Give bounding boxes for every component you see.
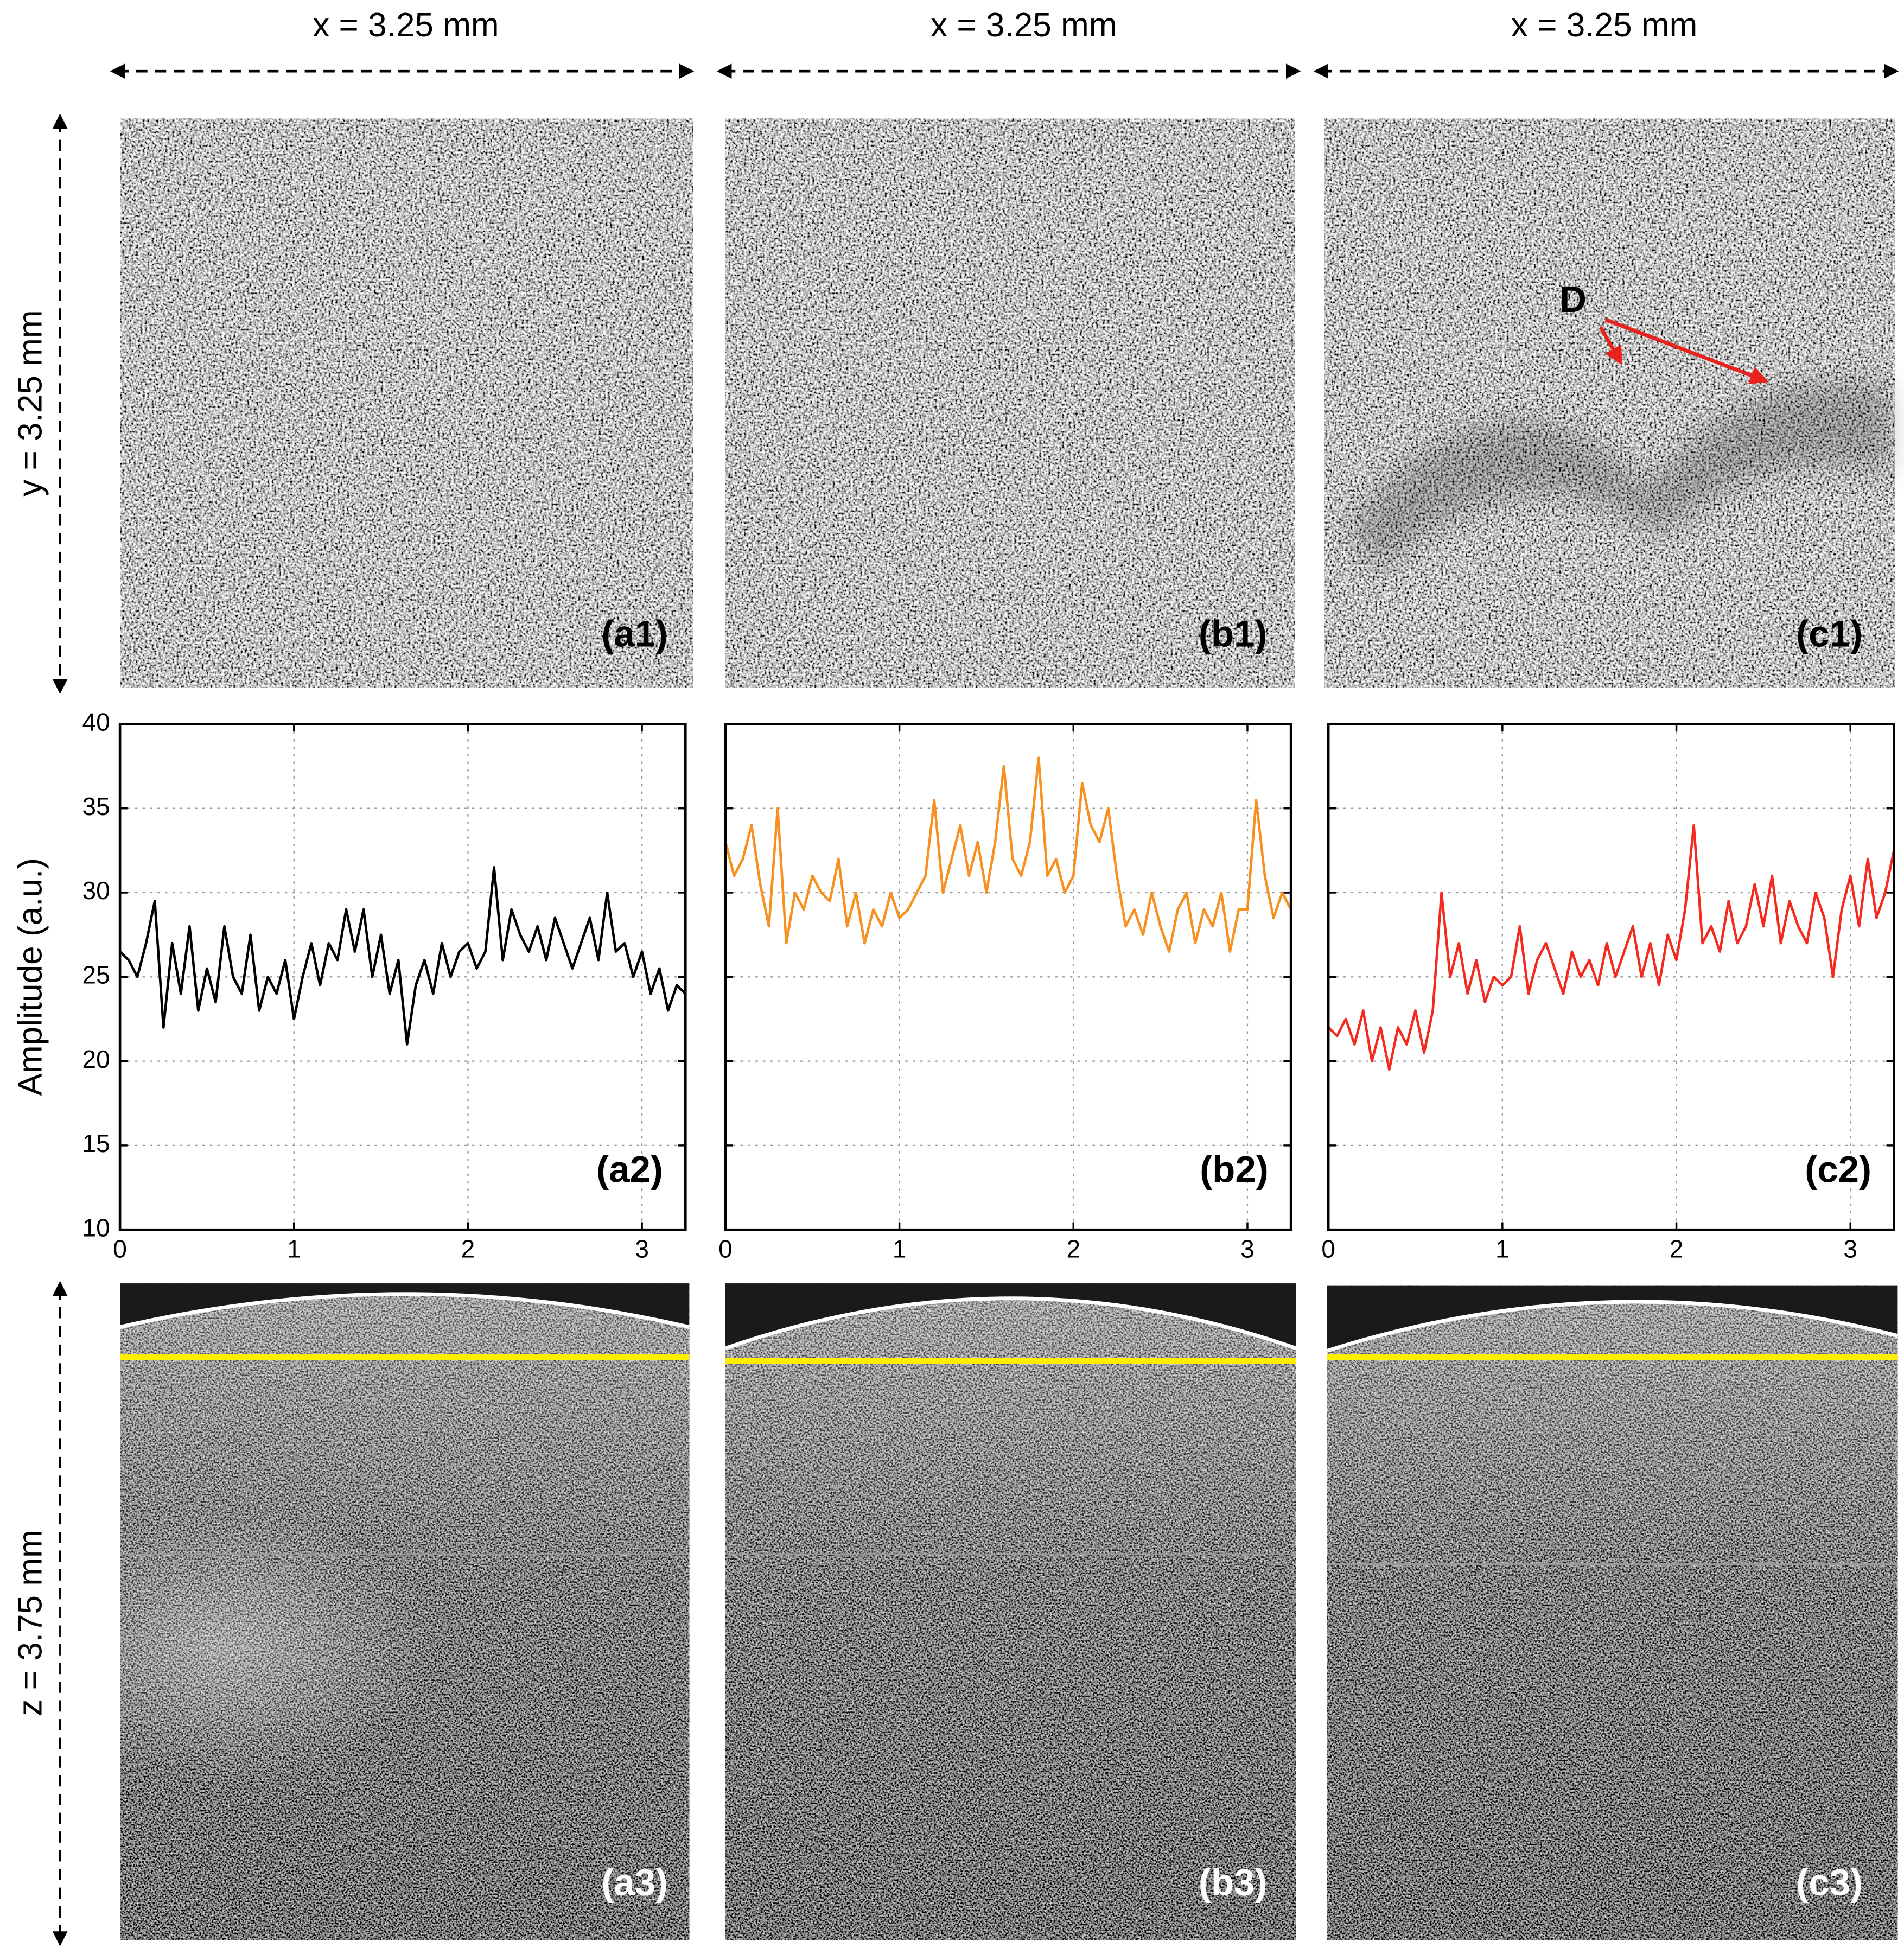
y-tick-label: 25	[82, 960, 110, 989]
column-label: x = 3.25 mm	[313, 7, 499, 44]
air-region	[120, 1283, 690, 1327]
marker-arrow	[1599, 326, 1622, 366]
panel-label: (a1)	[601, 613, 668, 655]
x-tick-label: 2	[1066, 1234, 1080, 1263]
x-tick-label: 1	[287, 1234, 301, 1263]
marker-arrow	[1604, 317, 1769, 384]
surface-line	[119, 1292, 690, 1329]
x-tick-label: 2	[1670, 1234, 1684, 1263]
x-tick-label: 0	[718, 1234, 733, 1263]
x-tick-label: 1	[893, 1234, 907, 1263]
x-tick-label: 3	[1843, 1234, 1857, 1263]
b-scan	[724, 1283, 1297, 1940]
line-chart: 0 1 2 3 (c2)	[1321, 723, 1895, 1263]
data-line	[724, 756, 1292, 953]
plot-frame	[118, 723, 687, 1231]
x-tick-label: 1	[1495, 1234, 1510, 1263]
b-scan-images	[12, 1283, 1899, 1940]
panel-label: (a3)	[601, 1861, 668, 1903]
y-axis-label: Amplitude (a.u.)	[11, 858, 49, 1096]
plot-frame	[724, 723, 1292, 1231]
panel-label: (c1)	[1796, 613, 1863, 655]
row-label: y = 3.25 mm	[11, 310, 49, 496]
surface-line	[1326, 1300, 1899, 1353]
bright-region	[12, 1510, 437, 1786]
x-tick-label: 3	[635, 1234, 649, 1263]
b-scan	[12, 1283, 690, 1940]
b-scan	[1326, 1285, 1899, 1940]
tissue-glow	[1327, 1285, 1898, 1940]
surface-line	[724, 1296, 1297, 1351]
air-region	[1327, 1285, 1898, 1351]
y-tick-label: 30	[82, 876, 110, 905]
column-label: x = 3.25 mm	[931, 7, 1117, 44]
line-chart: 0 1 2 3 (b2)	[718, 723, 1292, 1263]
x-tick-label: 0	[113, 1234, 127, 1263]
tissue-glow	[725, 1283, 1296, 1940]
panel-label: (b3)	[1199, 1861, 1268, 1903]
air-region	[725, 1283, 1296, 1348]
panel-label: (b1)	[1199, 613, 1268, 655]
y-tick-label: 20	[82, 1045, 110, 1073]
x-tick-label: 3	[1240, 1234, 1255, 1263]
plot-frame	[1327, 723, 1895, 1231]
x-tick-label: 2	[461, 1234, 475, 1263]
dark-band	[1348, 380, 1892, 575]
panel-label: (a2)	[596, 1149, 663, 1191]
line-chart: 10 15 20 25 30 35 40 0 1 2 3 (a2) Amplitude (a.u.)	[11, 708, 687, 1263]
marker-label: D	[1559, 278, 1587, 320]
y-tick-label: 40	[82, 708, 110, 736]
data-line	[1327, 824, 1895, 1071]
y-tick-label: 15	[82, 1129, 110, 1157]
panel-label: (c3)	[1796, 1861, 1863, 1903]
y-tick-label: 10	[82, 1213, 110, 1242]
x-tick-label: 0	[1321, 1234, 1335, 1263]
en-face-images: D	[120, 118, 1895, 688]
panel-label: (c2)	[1805, 1149, 1871, 1191]
column-label: x = 3.25 mm	[1511, 7, 1697, 44]
panel-label: (b2)	[1200, 1149, 1269, 1191]
y-tick-label: 35	[82, 792, 110, 820]
panel-labels: (a1) (b1) (c1) (a3) (b3) (c3)	[601, 613, 1863, 1904]
en-face-image	[120, 118, 693, 688]
en-face-image	[725, 118, 1295, 688]
data-line	[119, 866, 686, 1046]
